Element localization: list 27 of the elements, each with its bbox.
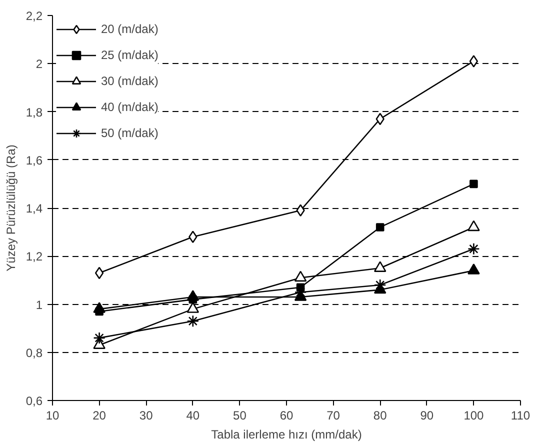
- x-tick-label: 20: [92, 408, 106, 422]
- x-axis-title: Tabla ilerleme hızı (mm/dak): [211, 428, 362, 442]
- x-tick-label: 80: [373, 408, 388, 422]
- y-tick-label: 2: [36, 57, 43, 72]
- x-tick-label: 100: [464, 408, 484, 422]
- y-tick-label: 1,2: [26, 250, 43, 264]
- y-axis-title: Yüzey Pürüzlülüğü (Ra): [4, 144, 18, 272]
- legend-label: 20 (m/dak): [101, 22, 158, 36]
- x-tick-label: 90: [420, 408, 434, 422]
- y-tick-label: 1,4: [26, 202, 43, 216]
- x-tick-label: 40: [186, 408, 200, 422]
- x-tick-label: 110: [510, 408, 530, 422]
- y-tick-label: 1,8: [26, 105, 43, 120]
- x-tick-label: 10: [46, 408, 60, 422]
- x-tick-label: 30: [139, 408, 154, 422]
- legend-label: 25 (m/dak): [101, 48, 158, 62]
- legend-label: 50 (m/dak): [101, 126, 158, 140]
- y-tick-label: 0,6: [26, 394, 43, 408]
- x-tick-label: 60: [280, 408, 294, 422]
- legend-label: 40 (m/dak): [101, 100, 158, 114]
- x-tick-label: 70: [326, 408, 340, 422]
- legend-label: 30 (m/dak): [101, 74, 158, 88]
- y-tick-label: 1,6: [26, 153, 43, 168]
- y-tick-label: 2,2: [26, 9, 43, 23]
- y-tick-label: 0,8: [26, 346, 43, 360]
- x-tick-label: 50: [233, 408, 247, 422]
- y-tick-label: 1: [36, 298, 43, 312]
